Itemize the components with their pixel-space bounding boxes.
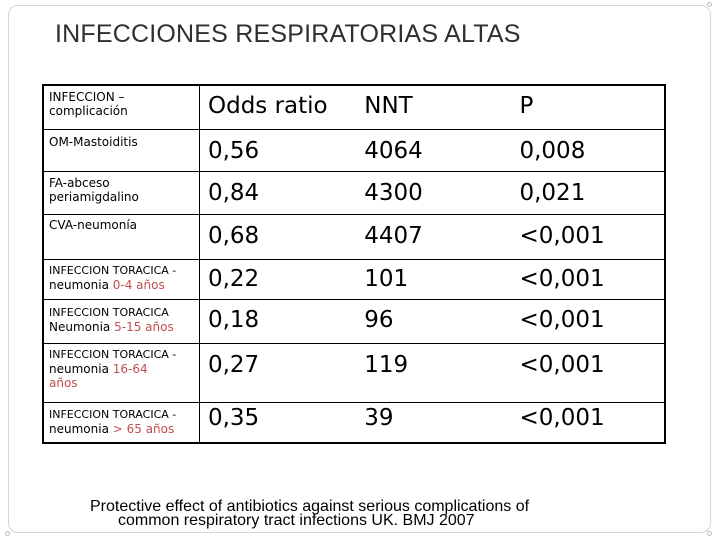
odds-ratio-cell: 0,68 xyxy=(199,214,357,260)
header-nnt: NNT xyxy=(356,85,512,130)
citation-line-1: Protective effect of antibiotics against… xyxy=(90,498,530,515)
slide-title: INFECCIONES RESPIRATORIAS ALTAS xyxy=(55,20,521,48)
table-row: CVA-neumonía 0,68 4407 <0,001 xyxy=(43,214,665,260)
table-row: INFECCION TORACICA Neumonia 5-15 años 0,… xyxy=(43,299,665,344)
odds-ratio-cell: 0,56 xyxy=(199,129,357,172)
row-label: CVA-neumonía xyxy=(43,214,200,260)
row-label: INFECCION TORACICA - neumonia > 65 años xyxy=(43,402,200,443)
table-row: FA-abceso periamigdalino 0,84 4300 0,021 xyxy=(43,171,665,215)
odds-ratio-cell: 0,18 xyxy=(199,299,357,344)
row-label: INFECCION TORACICA Neumonia 5-15 años xyxy=(43,299,200,344)
nnt-cell: 101 xyxy=(356,259,512,300)
table-row: OM-Mastoiditis 0,56 4064 0,008 xyxy=(43,129,665,172)
header-infeccion: INFECCION – complicación xyxy=(43,85,200,130)
p-value-cell: <0,001 xyxy=(511,214,665,260)
citation-line-2: common respiratory tract infections UK. … xyxy=(118,512,475,529)
corner-dot-bottom-left xyxy=(5,531,10,536)
odds-ratio-cell: 0,22 xyxy=(199,259,357,300)
nnt-cell: 4064 xyxy=(356,129,512,172)
corner-dot-bottom-right xyxy=(707,531,712,536)
row-label: OM-Mastoiditis xyxy=(43,129,200,172)
table-header-row: INFECCION – complicación Odds ratio NNT … xyxy=(43,85,665,130)
p-value-cell: 0,008 xyxy=(511,129,665,172)
p-value-cell: <0,001 xyxy=(511,259,665,300)
nnt-cell: 119 xyxy=(356,343,512,403)
table-row: INFECCION TORACICA - neumonia > 65 años … xyxy=(43,402,665,443)
nnt-cell: 39 xyxy=(364,404,394,431)
odds-ratio-table: INFECCION – complicación Odds ratio NNT … xyxy=(42,84,666,444)
odds-ratio-cell: 0,84 xyxy=(199,171,357,215)
nnt-cell: 96 xyxy=(356,299,512,344)
p-value-cell: <0,001 xyxy=(511,299,665,344)
header-odds-ratio: Odds ratio xyxy=(199,85,357,130)
citation-footer: Protective effect of antibiotics against… xyxy=(90,498,610,529)
header-p: P xyxy=(511,85,665,130)
row-label: INFECCION TORACICA - neumonia 0-4 años xyxy=(43,259,200,300)
slide-frame xyxy=(8,5,711,533)
table-row: INFECCION TORACICA - neumonia 16-64 años… xyxy=(43,343,665,403)
odds-ratio-cell: 0,27 xyxy=(199,343,357,403)
odds-ratio-cell: 0,35 xyxy=(207,404,260,431)
p-value-cell: 0,021 xyxy=(511,171,665,215)
nnt-cell: 4407 xyxy=(356,214,512,260)
row-label: FA-abceso periamigdalino xyxy=(43,171,200,215)
table-row: INFECCION TORACICA - neumonia 0-4 años 0… xyxy=(43,259,665,300)
corner-dot-top-right xyxy=(707,2,712,7)
nnt-cell: 4300 xyxy=(356,171,512,215)
p-value-cell: <0,001 xyxy=(511,343,665,403)
row-label: INFECCION TORACICA - neumonia 16-64 años xyxy=(43,343,200,403)
p-value-cell: <0,001 xyxy=(519,404,605,431)
